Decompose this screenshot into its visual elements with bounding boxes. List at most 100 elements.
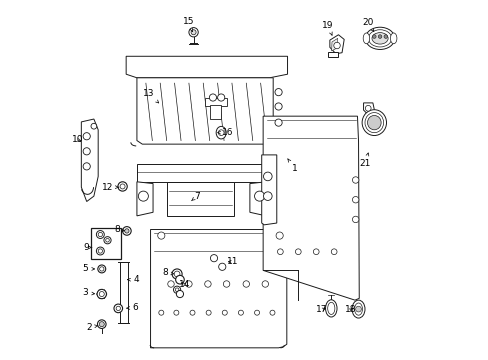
Circle shape [218, 130, 224, 135]
Circle shape [188, 28, 198, 37]
Text: 10: 10 [72, 135, 83, 144]
Text: 19: 19 [321, 21, 333, 35]
Circle shape [262, 281, 268, 287]
Text: 6: 6 [126, 303, 138, 312]
Circle shape [191, 30, 196, 35]
Circle shape [185, 281, 192, 287]
Polygon shape [215, 259, 229, 273]
Circle shape [269, 310, 274, 315]
Circle shape [118, 182, 127, 191]
Circle shape [175, 275, 184, 284]
Circle shape [174, 310, 179, 315]
Ellipse shape [325, 300, 336, 317]
Circle shape [104, 237, 111, 244]
Circle shape [99, 292, 104, 297]
Text: 8: 8 [162, 268, 173, 277]
Text: 2: 2 [86, 323, 98, 332]
Text: 11: 11 [227, 257, 238, 266]
Circle shape [99, 321, 104, 327]
Circle shape [355, 306, 361, 312]
Text: 9: 9 [83, 243, 92, 252]
Ellipse shape [216, 126, 226, 139]
Polygon shape [363, 103, 375, 115]
Circle shape [352, 216, 358, 223]
Circle shape [204, 281, 211, 287]
Circle shape [138, 191, 148, 201]
Circle shape [352, 177, 358, 183]
Circle shape [174, 271, 180, 277]
Circle shape [223, 281, 229, 287]
Circle shape [274, 119, 282, 126]
Ellipse shape [364, 113, 383, 133]
Text: 21: 21 [359, 153, 370, 168]
Circle shape [190, 310, 195, 315]
Circle shape [206, 310, 211, 315]
Polygon shape [91, 228, 121, 259]
Polygon shape [263, 116, 359, 300]
Circle shape [114, 304, 122, 313]
Polygon shape [150, 229, 286, 348]
Circle shape [243, 281, 249, 287]
Circle shape [91, 123, 97, 129]
Circle shape [97, 289, 106, 299]
Ellipse shape [351, 300, 364, 318]
Polygon shape [210, 105, 221, 119]
Circle shape [83, 163, 90, 170]
Circle shape [263, 172, 271, 181]
Circle shape [217, 94, 224, 101]
Text: 8: 8 [114, 225, 124, 234]
Ellipse shape [367, 116, 380, 130]
Circle shape [295, 249, 301, 255]
Polygon shape [137, 182, 153, 216]
Circle shape [210, 255, 217, 262]
Text: 1: 1 [287, 159, 297, 173]
Circle shape [83, 148, 90, 155]
Circle shape [97, 320, 106, 328]
Circle shape [122, 226, 131, 235]
Polygon shape [167, 182, 233, 216]
Text: 17: 17 [315, 305, 326, 314]
Circle shape [274, 103, 282, 110]
Circle shape [98, 232, 102, 237]
Circle shape [105, 238, 109, 242]
Circle shape [173, 286, 180, 293]
Polygon shape [120, 262, 128, 323]
Ellipse shape [367, 30, 391, 47]
Text: 4: 4 [127, 275, 139, 284]
Ellipse shape [371, 33, 387, 44]
Polygon shape [329, 35, 344, 54]
Polygon shape [331, 39, 337, 51]
Circle shape [254, 191, 264, 201]
Circle shape [218, 263, 225, 270]
Text: 14: 14 [178, 280, 189, 289]
Circle shape [277, 249, 283, 255]
Ellipse shape [363, 33, 369, 44]
Text: 7: 7 [191, 192, 200, 201]
Ellipse shape [354, 303, 362, 315]
Circle shape [158, 232, 164, 239]
Circle shape [98, 249, 102, 253]
Polygon shape [126, 56, 287, 78]
Circle shape [116, 306, 120, 311]
Circle shape [365, 105, 370, 111]
Polygon shape [249, 182, 265, 216]
Text: 15: 15 [183, 17, 194, 32]
Text: 18: 18 [344, 305, 356, 314]
Text: 13: 13 [142, 89, 158, 103]
Circle shape [98, 265, 105, 273]
Circle shape [96, 247, 104, 255]
Ellipse shape [389, 33, 396, 44]
Circle shape [352, 197, 358, 203]
Text: 12: 12 [102, 183, 119, 192]
Circle shape [330, 249, 336, 255]
Circle shape [209, 94, 216, 101]
Circle shape [222, 310, 227, 315]
Circle shape [378, 35, 381, 39]
Circle shape [96, 230, 104, 238]
Text: 20: 20 [362, 18, 373, 32]
Polygon shape [137, 78, 273, 144]
Circle shape [276, 232, 283, 239]
Circle shape [120, 184, 125, 189]
Circle shape [172, 269, 182, 279]
Ellipse shape [362, 110, 386, 135]
